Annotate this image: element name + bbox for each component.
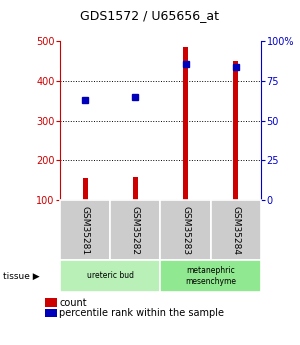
Text: percentile rank within the sample: percentile rank within the sample xyxy=(59,308,224,318)
Text: metanephric
mesenchyme: metanephric mesenchyme xyxy=(185,266,236,286)
Text: GSM35281: GSM35281 xyxy=(81,206,90,255)
Text: GSM35283: GSM35283 xyxy=(181,206,190,255)
Text: count: count xyxy=(59,298,87,308)
Text: GSM35282: GSM35282 xyxy=(131,206,140,255)
Text: GDS1572 / U65656_at: GDS1572 / U65656_at xyxy=(80,9,220,22)
Bar xyxy=(233,61,238,200)
Bar xyxy=(133,177,138,200)
Bar xyxy=(183,47,188,200)
Bar xyxy=(82,178,88,200)
Text: tissue ▶: tissue ▶ xyxy=(3,272,40,280)
Text: GSM35284: GSM35284 xyxy=(231,206,240,255)
Text: ureteric bud: ureteric bud xyxy=(87,272,134,280)
